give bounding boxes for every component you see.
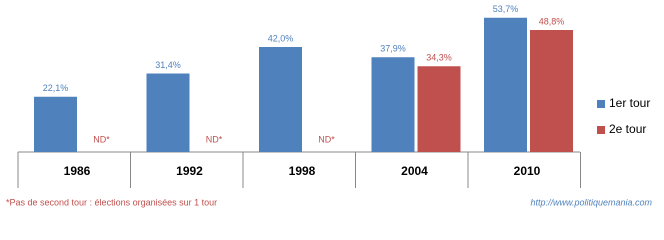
- value-label: 48,8%: [539, 16, 565, 26]
- legend-swatch: [597, 126, 605, 134]
- x-tick-label: 2004: [401, 164, 428, 178]
- value-label: 34,3%: [426, 53, 452, 63]
- x-tick-label: 1998: [289, 164, 316, 178]
- bar: [371, 57, 415, 152]
- footnote: *Pas de second tour : élections organisé…: [6, 197, 217, 207]
- bar: [530, 30, 573, 152]
- value-label: ND*: [206, 134, 223, 144]
- value-label: 42,0%: [268, 33, 294, 43]
- bar: [146, 73, 190, 152]
- bar: [417, 66, 461, 152]
- x-tick-label: 1986: [64, 164, 91, 178]
- legend-label: 1er tour: [609, 96, 650, 110]
- x-tick-label: 2010: [514, 164, 541, 178]
- bar: [259, 47, 302, 152]
- value-label: 53,7%: [493, 4, 519, 14]
- chart: *Pas de second tour : élections organisé…: [6, 4, 652, 207]
- x-tick-label: 1992: [176, 164, 203, 178]
- bar: [484, 17, 527, 152]
- legend-swatch: [597, 100, 605, 108]
- source: http://www.politiquemania.com: [530, 197, 652, 207]
- bar: [34, 96, 77, 152]
- value-label: ND*: [93, 134, 110, 144]
- value-label: 22,1%: [43, 83, 69, 93]
- legend-label: 2e tour: [609, 122, 646, 136]
- value-label: 31,4%: [155, 60, 181, 70]
- value-label: ND*: [318, 134, 335, 144]
- value-label: 37,9%: [380, 44, 406, 54]
